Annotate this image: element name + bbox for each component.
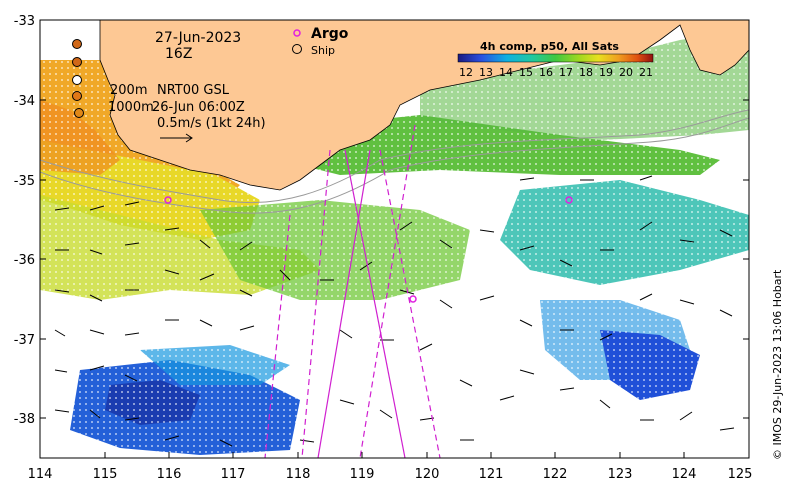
x-tick-label: 117 <box>221 467 246 482</box>
x-axis <box>39 452 750 458</box>
ship-marker <box>72 75 82 85</box>
x-tick-label: 122 <box>543 467 568 482</box>
map-annotations: 27-Jun-2023 16Z 200m NRT00 GSL 1000m 26-… <box>108 30 266 143</box>
y-tick-label: -38 <box>14 412 35 427</box>
ship-marker <box>72 39 82 49</box>
scale-arrow <box>160 133 193 143</box>
x-tick-label: 120 <box>415 467 440 482</box>
colorbar-tick: 20 <box>619 66 633 79</box>
y-tick-label: -37 <box>14 333 35 348</box>
x-tick-label: 125 <box>728 467 753 482</box>
imos-credit: © IMOS 29-Jun-2023 13:06 Hobart <box>771 269 784 460</box>
y-tick-label: -33 <box>14 14 35 29</box>
depth-1000-label: 1000m <box>108 100 154 115</box>
map-time: 16Z <box>165 46 192 62</box>
ship-legend-label: Ship <box>311 44 335 57</box>
argo-legend-label: Argo <box>311 26 349 42</box>
colorbar-tick: 14 <box>499 66 513 79</box>
colorbar-tick: 18 <box>579 66 593 79</box>
colorbar-tick: 13 <box>479 66 493 79</box>
y-tick-label: -35 <box>14 174 35 189</box>
arrow-scale-label: 0.5m/s (1kt 24h) <box>157 116 266 131</box>
x-tick-label: 119 <box>350 467 375 482</box>
argo-floats <box>164 196 573 303</box>
marker-legend: Argo Ship <box>292 26 349 57</box>
map-plot-area <box>40 20 749 458</box>
bathymetry-contours <box>40 109 749 214</box>
ship-legend-icon <box>292 44 302 54</box>
colorbar-tick: 21 <box>639 66 653 79</box>
current-arrows <box>54 175 735 447</box>
y-tick-label: -36 <box>14 253 35 268</box>
x-tick-labels: 114 115 116 117 118 119 120 121 122 123 … <box>28 467 753 482</box>
y-axis <box>40 19 749 419</box>
colorbar: 4h comp, p50, All Sats 12 13 14 15 16 17… <box>457 40 654 79</box>
x-tick-label: 115 <box>93 467 118 482</box>
ship-marker <box>72 91 82 101</box>
argo-float <box>565 196 573 204</box>
colorbar-tick: 16 <box>539 66 553 79</box>
x-tick-label: 116 <box>157 467 182 482</box>
x-tick-label: 121 <box>479 467 504 482</box>
x-tick-label: 124 <box>672 467 697 482</box>
satellite-tracks <box>264 124 441 458</box>
colorbar-tick: 17 <box>559 66 573 79</box>
y-tick-label: -34 <box>14 94 35 109</box>
x-tick-label: 114 <box>28 467 53 482</box>
argo-legend-icon <box>293 29 301 37</box>
x-tick-label: 118 <box>286 467 311 482</box>
colorbar-tick: 12 <box>459 66 473 79</box>
altimetry-label: NRT00 GSL <box>157 83 230 98</box>
colorbar-tick: 19 <box>599 66 613 79</box>
plot-frame <box>39 19 750 459</box>
ship-marker <box>72 57 82 67</box>
map-date: 27-Jun-2023 <box>155 30 241 46</box>
colorbar-gradient <box>457 53 654 63</box>
argo-float <box>409 295 417 303</box>
depth-200-label: 200m <box>110 83 147 98</box>
argo-float <box>164 196 172 204</box>
colorbar-tick: 15 <box>519 66 533 79</box>
x-tick-label: 123 <box>608 467 633 482</box>
land-mass <box>99 20 749 191</box>
ship-marker <box>74 108 84 118</box>
colorbar-title: 4h comp, p50, All Sats <box>480 40 619 53</box>
ship-positions <box>72 39 84 118</box>
altimetry-date: 26-Jun 06:00Z <box>152 100 245 115</box>
y-tick-labels: -33 -34 -35 -36 -37 -38 <box>14 14 35 427</box>
